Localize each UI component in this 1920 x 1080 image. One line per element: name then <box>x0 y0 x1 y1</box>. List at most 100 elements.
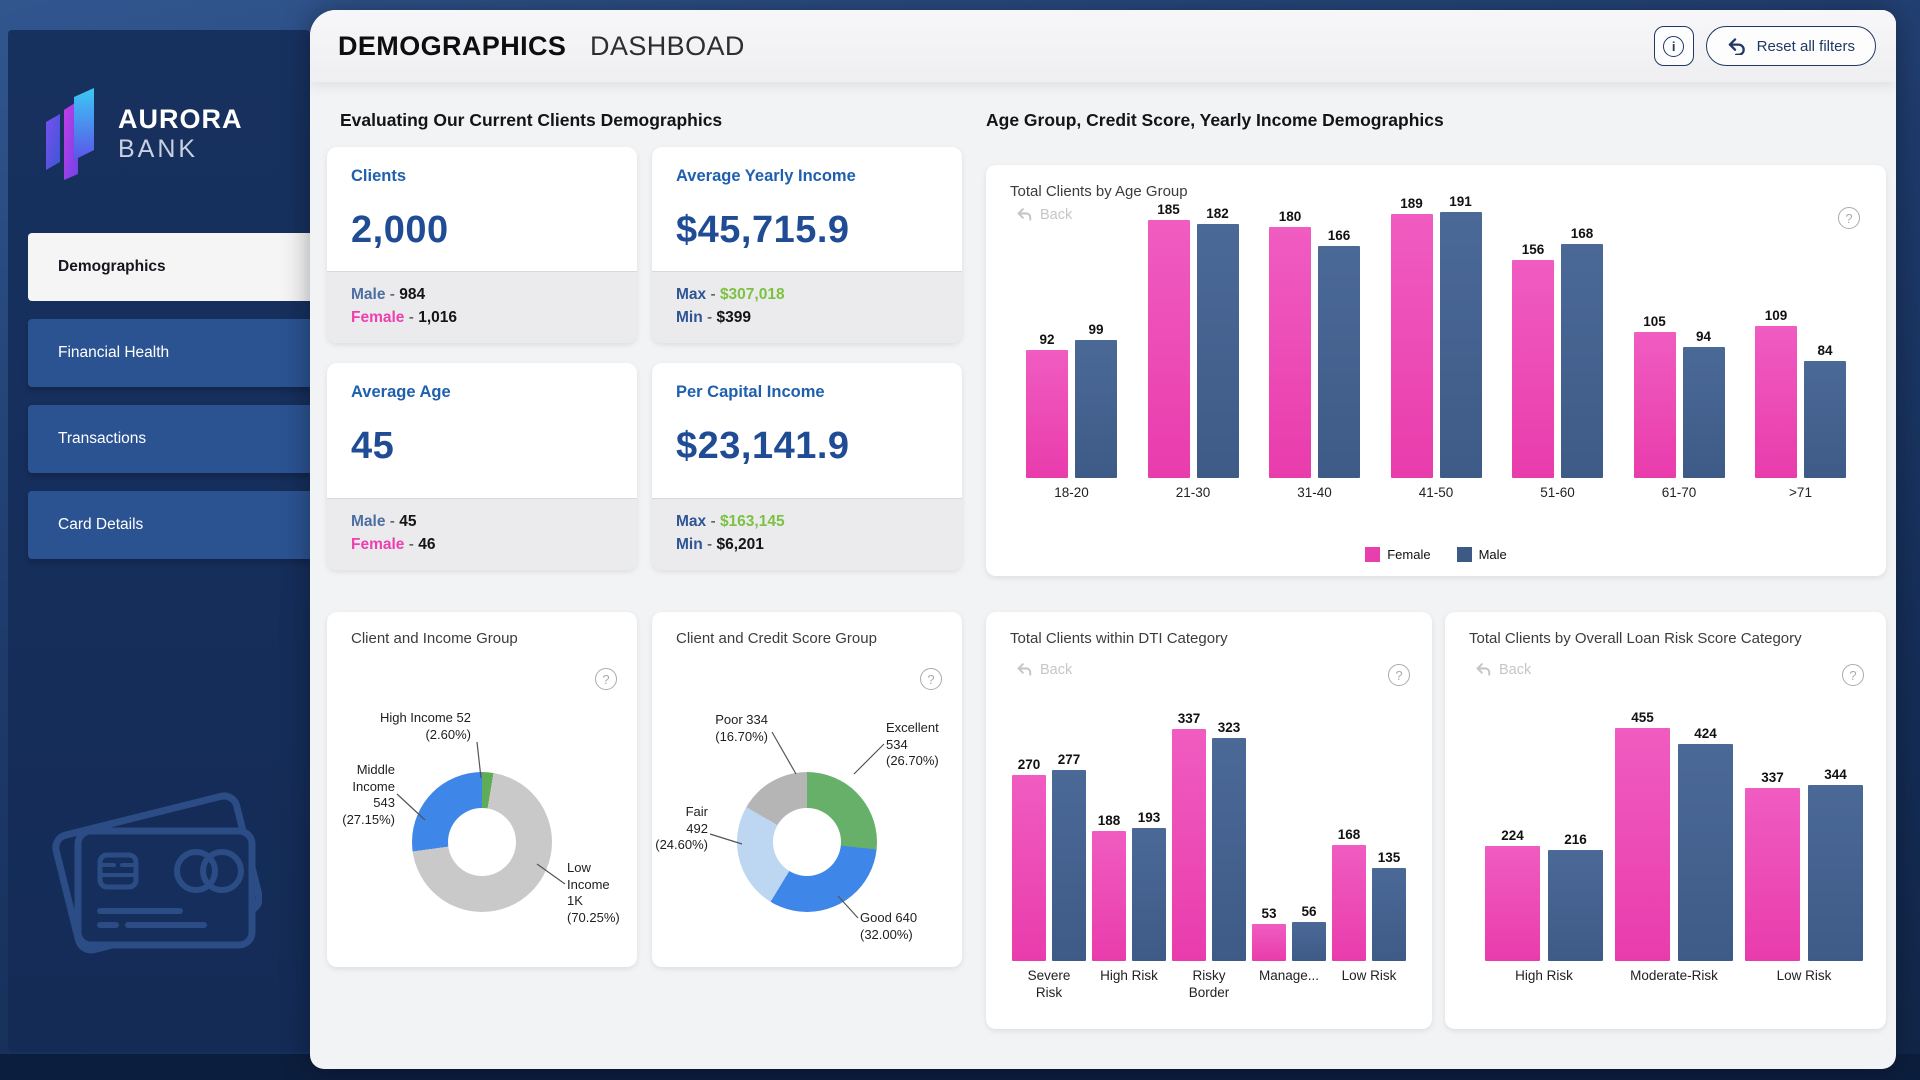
kpi-row-value: $399 <box>716 309 751 327</box>
bar-female-31-40[interactable] <box>1269 227 1311 478</box>
bar-group-high-risk: 188 193 High Risk <box>1092 713 1166 985</box>
header-actions: i Reset all filters <box>1653 26 1876 66</box>
bar-wrap-female-low-risk: 337 <box>1745 770 1800 961</box>
bar-value-label: 180 <box>1275 209 1305 224</box>
bar-wrap-male-high-risk: 193 <box>1132 810 1166 961</box>
bar-value-label: 94 <box>1692 329 1715 344</box>
bar-female-severe-risk[interactable] <box>1012 775 1046 961</box>
legend-item-female[interactable]: Female <box>1365 547 1431 562</box>
help-icon[interactable]: ? <box>920 668 942 690</box>
kpi-row-male: Male - 45 <box>351 513 417 530</box>
bar-female-high-risk[interactable] <box>1092 831 1126 961</box>
help-icon[interactable]: ? <box>1388 664 1410 686</box>
bar-male-18-20[interactable] <box>1075 340 1117 478</box>
bar-wrap-male-low-risk: 344 <box>1808 767 1863 961</box>
bar-male-low-risk[interactable] <box>1808 785 1863 961</box>
bar-female-low-risk[interactable] <box>1332 845 1366 961</box>
chart-legend: Female Male <box>986 547 1886 562</box>
bar-female-18-20[interactable] <box>1026 350 1068 478</box>
bar-female--71[interactable] <box>1755 326 1797 478</box>
chart-title: Total Clients by Overall Loan Risk Score… <box>1469 630 1802 647</box>
bar-female-risky-border[interactable] <box>1172 729 1206 961</box>
bar-male-manage-[interactable] <box>1292 922 1326 961</box>
bar-wrap-female--71: 109 <box>1755 308 1797 478</box>
bar-group-low-risk: 337 344 Low Risk <box>1739 720 1869 985</box>
bar-female-manage-[interactable] <box>1252 924 1286 961</box>
bar-value-label: 168 <box>1567 226 1597 241</box>
bars: 156 168 <box>1512 199 1603 478</box>
donut-label-excellent: Excellent 534 (26.70%) <box>886 720 939 769</box>
credit-score-donut[interactable] <box>737 772 877 912</box>
bar-male-risky-border[interactable] <box>1212 738 1246 961</box>
bar-male-severe-risk[interactable] <box>1052 770 1086 961</box>
kpi-row-value: 1,016 <box>418 309 457 327</box>
kpi-row-value: $163,145 <box>719 513 785 530</box>
male-swatch <box>1456 547 1472 562</box>
bar-male--71[interactable] <box>1804 361 1846 478</box>
kpi-row-label: Female <box>351 536 405 554</box>
reset-button-label: Reset all filters <box>1756 37 1855 55</box>
reset-all-filters-button[interactable]: Reset all filters <box>1705 26 1876 66</box>
bar-female-21-30[interactable] <box>1147 220 1190 478</box>
legend-item-male[interactable]: Male <box>1456 547 1507 562</box>
bar-female-low-risk[interactable] <box>1745 788 1800 961</box>
kpi-card-clients: Clients 2,000 Male - 984 Female - 1,016 <box>327 147 637 343</box>
back-button[interactable]: Back <box>1016 207 1072 223</box>
bar-male-31-40[interactable] <box>1318 246 1360 478</box>
bar-female-61-70[interactable] <box>1633 332 1676 478</box>
bar-wrap-female-high-risk: 188 <box>1092 813 1126 961</box>
help-icon[interactable]: ? <box>595 668 617 690</box>
bar-wrap-male-41-50: 191 <box>1439 194 1482 478</box>
bar-wrap-female-risky-border: 337 <box>1172 711 1206 961</box>
sidebar-item-card-details[interactable]: Card Details <box>28 491 310 559</box>
kpi-row-min: Min - $6,201 <box>676 536 764 554</box>
sidebar: AURORA BANK Demographics Financial Healt… <box>8 30 310 1052</box>
bar-group-risky-border: 337 323 Risky Border <box>1172 711 1246 1002</box>
help-icon[interactable]: ? <box>1842 664 1864 686</box>
back-button[interactable]: Back <box>1016 662 1072 678</box>
bar-wrap-female-21-30: 185 <box>1147 202 1190 478</box>
info-button[interactable]: i <box>1653 26 1694 66</box>
bar-male-high-risk[interactable] <box>1132 828 1166 961</box>
kpi-row-value: 46 <box>418 536 436 554</box>
bar-group-moderate-risk: 455 424 Moderate-Risk <box>1609 710 1739 985</box>
kpi-footer: Max - $307,018 Min - $399 <box>652 271 962 343</box>
category-label-moderate-risk: Moderate-Risk <box>1630 968 1718 983</box>
help-icon[interactable]: ? <box>1838 207 1860 229</box>
bar-value-label: 105 <box>1640 314 1669 329</box>
category-label-high-risk: High Risk <box>1100 968 1158 983</box>
kpi-value: 2,000 <box>351 209 449 251</box>
bar-wrap-female-18-20: 92 <box>1026 332 1068 478</box>
bar-male-low-risk[interactable] <box>1372 868 1406 961</box>
category-label-manage-: Manage... <box>1258 968 1320 983</box>
bar-male-61-70[interactable] <box>1682 347 1725 478</box>
bar-wrap-female-51-60: 156 <box>1512 242 1554 478</box>
kpi-row-label: Max <box>676 286 707 303</box>
bar-male-51-60[interactable] <box>1561 244 1603 478</box>
bar-value-label: 337 <box>1174 711 1204 726</box>
bar-female-41-50[interactable] <box>1390 214 1433 478</box>
kpi-row-value: $6,201 <box>716 536 764 554</box>
back-button[interactable]: Back <box>1475 662 1531 678</box>
bar-male-moderate-risk[interactable] <box>1678 744 1733 961</box>
sidebar-item-financial-health[interactable]: Financial Health <box>28 319 310 387</box>
bar-value-label: 188 <box>1094 813 1124 828</box>
chart-card-dti-category: Total Clients within DTI Category Back ?… <box>986 612 1432 1029</box>
sidebar-item-transactions[interactable]: Transactions <box>28 405 310 473</box>
bar-male-high-risk[interactable] <box>1548 850 1603 961</box>
credit-cards-icon <box>52 773 263 966</box>
bar-group-high-risk: 224 216 High Risk <box>1479 720 1609 985</box>
bars: 188 193 <box>1092 713 1166 961</box>
bar-male-21-30[interactable] <box>1196 224 1239 478</box>
bar-female-high-risk[interactable] <box>1485 846 1540 961</box>
bar-wrap-male-high-risk: 216 <box>1548 832 1603 961</box>
bar-female-moderate-risk[interactable] <box>1615 728 1670 961</box>
page-title-light: DASHBOAD <box>590 31 745 61</box>
chart-card-income-group: Client and Income Group ? High Income 52… <box>327 612 637 967</box>
sidebar-item-demographics[interactable]: Demographics <box>28 233 310 301</box>
kpi-value: 45 <box>351 425 395 467</box>
bar-male-41-50[interactable] <box>1439 212 1482 478</box>
category-label-18-20: 18-20 <box>1054 485 1089 500</box>
bar-female-51-60[interactable] <box>1512 260 1554 478</box>
income-donut[interactable] <box>412 772 552 912</box>
